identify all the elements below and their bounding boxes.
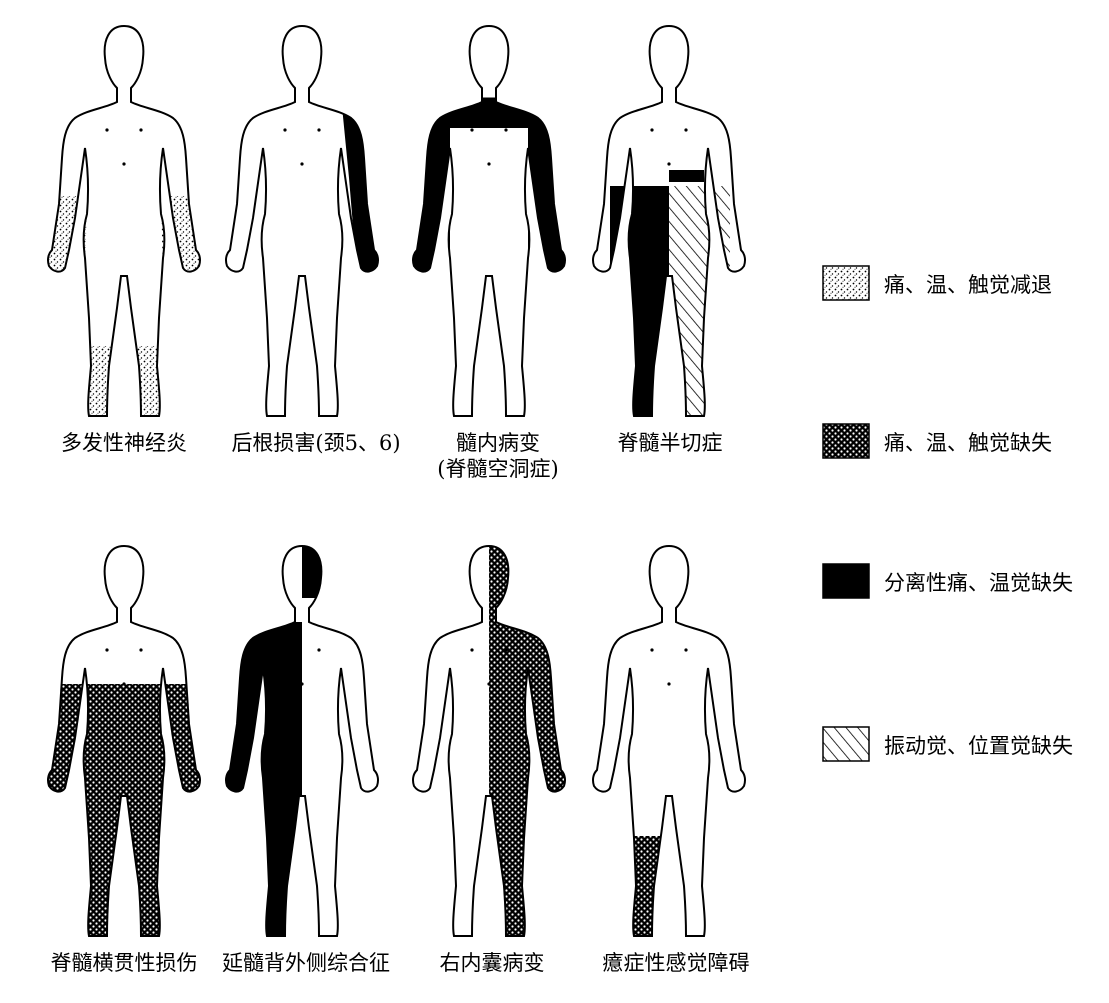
legend-swatch-dotted — [822, 265, 870, 301]
caption-line-2: (脊髓空洞症) — [437, 457, 559, 481]
caption-line: 右内囊病变 — [439, 951, 545, 975]
sensory-region-solid — [669, 170, 704, 182]
caption-line: 延髓背外侧综合征 — [222, 951, 390, 975]
legend-label-anesthesia: 痛、温、触觉缺失 — [884, 431, 1052, 455]
figure-caption-7: 右内囊病变 — [382, 950, 602, 976]
legend-label-hypoesthesia: 痛、温、触觉减退 — [884, 273, 1052, 297]
body-figure-6 — [225, 545, 379, 937]
body-figure-5 — [47, 545, 201, 937]
caption-line: 髓内病变 — [456, 431, 540, 455]
caption-line: 脊髓横贯性损伤 — [50, 951, 198, 975]
legend-label-dissociated-loss: 分离性痛、温觉缺失 — [884, 571, 1073, 595]
legend-swatch-diagonal — [822, 726, 870, 762]
body-figure-8 — [592, 545, 746, 937]
caption-line: 脊髓半切症 — [617, 431, 723, 455]
figure-caption-3: 髓内病变 (脊髓空洞症) — [388, 430, 608, 482]
legend-swatch-solid — [822, 563, 870, 599]
figure-caption-2: 后根损害(颈5、6) — [206, 430, 426, 456]
legend-label-proprioception-loss: 振动觉、位置觉缺失 — [884, 734, 1073, 758]
figure-caption-6: 延髓背外侧综合征 — [196, 950, 416, 976]
body-figure-2 — [225, 25, 379, 417]
body-figure-1 — [47, 25, 201, 417]
body-figure-4 — [592, 25, 746, 417]
legend-swatch-crosshatch — [822, 423, 870, 459]
figure-caption-8: 癔症性感觉障碍 — [566, 950, 786, 976]
figure-caption-5: 脊髓横贯性损伤 — [14, 950, 234, 976]
body-figure-3 — [412, 25, 566, 417]
figure-caption-4: 脊髓半切症 — [560, 430, 780, 456]
caption-line: 后根损害(颈5、6) — [231, 431, 401, 455]
caption-line: 癔症性感觉障碍 — [602, 951, 750, 975]
sensory-region-diagonal — [669, 186, 730, 416]
body-figure-7 — [412, 545, 566, 937]
caption-line: 多发性神经炎 — [61, 431, 187, 455]
figure-caption-1: 多发性神经炎 — [14, 430, 234, 456]
